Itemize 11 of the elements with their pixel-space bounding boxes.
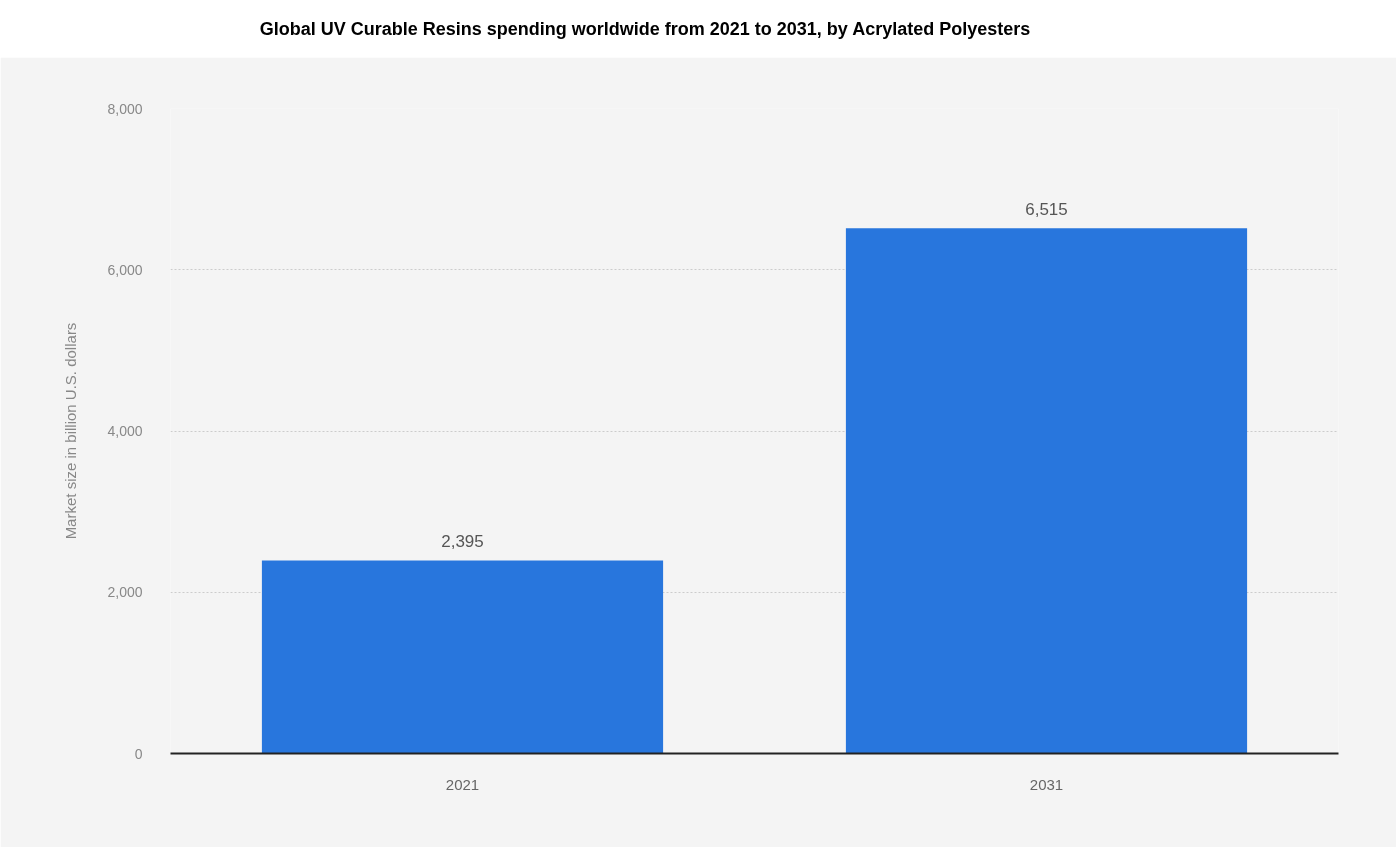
chart-title: Global UV Curable Resins spending worldwide from 2021 to 2031, by Acrylated Polyesters <box>259 18 1031 41</box>
data-label: 2,395 <box>441 532 484 552</box>
y-tick-label: 0 <box>134 745 143 762</box>
y-tick-label: 2,000 <box>107 584 143 601</box>
y-tick-label: 6,000 <box>107 261 143 278</box>
y-tick-label: 8,000 <box>107 100 143 117</box>
y-tick-label: 4,000 <box>107 423 143 439</box>
data-label: 6,515 <box>1025 200 1068 220</box>
y-axis-title: Market size in billion U.S. dollars <box>62 322 80 540</box>
x-tick-label: 2021 <box>445 775 480 793</box>
x-tick-label: 2031 <box>1029 775 1064 793</box>
